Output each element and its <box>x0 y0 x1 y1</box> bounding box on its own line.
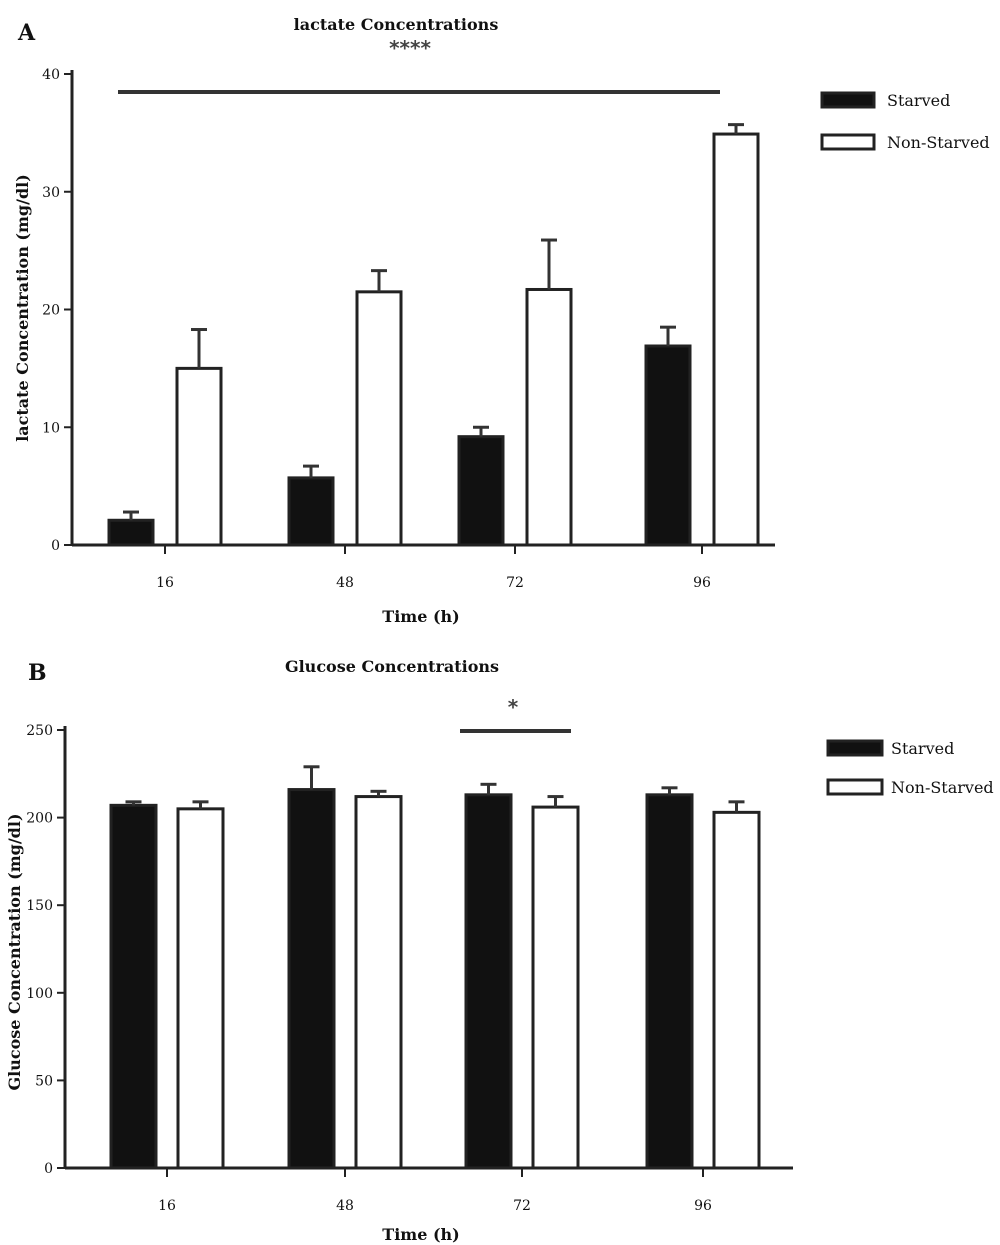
chart-title-b: Glucose Concentrations <box>285 657 499 676</box>
bar-b-starved <box>287 788 336 1170</box>
x-axis-label-b: Time (h) <box>382 1225 459 1244</box>
bar-a-starved <box>644 344 692 547</box>
legend-swatch-a <box>820 133 876 151</box>
x-tick-label-a: 48 <box>336 575 354 591</box>
x-tick-label-a: 96 <box>693 575 711 591</box>
chart-title-a: lactate Concentrations <box>294 15 499 34</box>
bar-a-non-starved <box>525 287 573 547</box>
panel-a: A lactate Concentrations Time (h) lactat… <box>13 15 990 626</box>
bar-a-non-starved <box>712 132 760 547</box>
y-axis-label-b: Glucose Concentration (mg/dl) <box>5 813 24 1090</box>
x-tick-label-b: 48 <box>336 1198 354 1214</box>
panel-b: B Glucose Concentrations Time (h) Glucos… <box>5 657 994 1244</box>
bar-a-starved <box>287 476 335 547</box>
x-tick-label-a: 16 <box>156 575 174 591</box>
x-axis-label-a: Time (h) <box>382 607 459 626</box>
panel-letter-b: B <box>28 660 47 686</box>
bar-b-non-starved <box>354 795 403 1170</box>
y-tick-label-b: 200 <box>26 811 53 827</box>
legend-swatch-b <box>826 778 884 796</box>
panel-letter-a: A <box>17 20 36 46</box>
y-tick-label-a: 40 <box>42 67 60 83</box>
legend-label-a: Starved <box>887 91 950 110</box>
y-tick-label-b: 50 <box>35 1073 53 1089</box>
x-tick-label-a: 72 <box>506 575 524 591</box>
bar-b-starved <box>464 793 513 1170</box>
legend-label-b: Starved <box>891 739 954 758</box>
bar-b-starved <box>645 793 694 1170</box>
bar-b-non-starved <box>712 810 761 1170</box>
significance-label-b: * <box>508 695 519 719</box>
bar-a-starved <box>107 518 155 547</box>
y-tick-label-a: 30 <box>42 185 60 201</box>
y-tick-label-b: 100 <box>26 986 53 1002</box>
bar-b-starved <box>109 803 158 1170</box>
y-tick-label-a: 10 <box>42 420 60 436</box>
bar-a-starved <box>457 435 505 547</box>
legend-label-a: Non-Starved <box>887 133 990 152</box>
x-tick-label-b: 72 <box>513 1198 531 1214</box>
bar-a-non-starved <box>175 366 223 547</box>
y-tick-label-b: 250 <box>26 723 53 739</box>
y-tick-label-b: 150 <box>26 898 53 914</box>
significance-label-a: **** <box>389 36 431 60</box>
legend-swatch-b <box>826 739 884 757</box>
bar-a-non-starved <box>355 290 403 547</box>
bar-b-non-starved <box>531 805 580 1170</box>
y-tick-label-b: 0 <box>44 1161 53 1177</box>
x-tick-label-b: 16 <box>158 1198 176 1214</box>
bar-b-non-starved <box>176 807 225 1170</box>
y-tick-label-a: 0 <box>51 538 60 554</box>
legend-swatch-a <box>820 91 876 109</box>
legend-label-b: Non-Starved <box>891 778 994 797</box>
x-tick-label-b: 96 <box>694 1198 712 1214</box>
y-axis-label-a: lactate Concentration (mg/dl) <box>13 174 32 442</box>
y-tick-label-a: 20 <box>42 303 60 319</box>
